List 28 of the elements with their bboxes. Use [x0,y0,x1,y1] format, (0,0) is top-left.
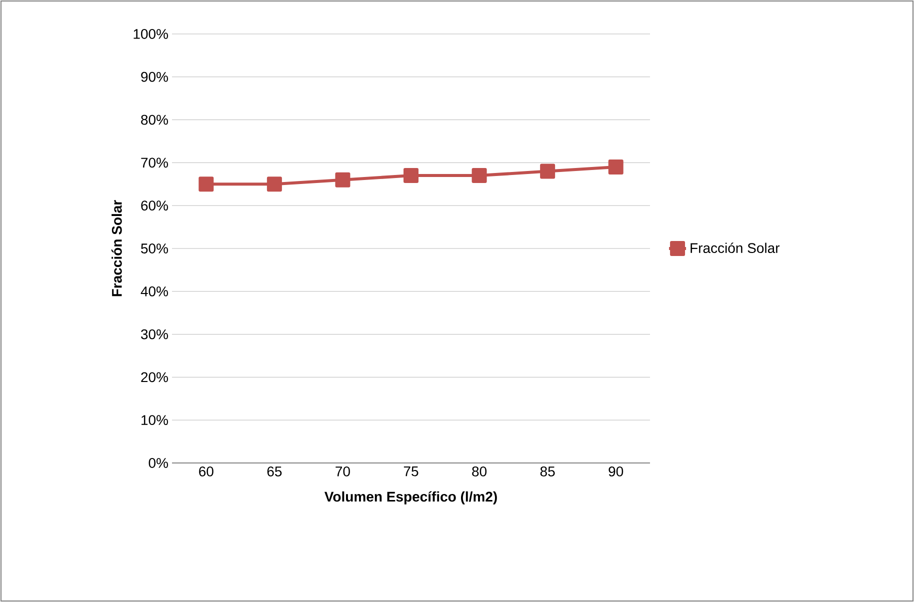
point [608,159,624,174]
x-tick-label: 70 [336,466,350,476]
point [335,172,350,188]
y-tick-label: 90% [141,72,168,82]
x-axis-title: Volumen Específico (l/m2) [324,491,497,504]
y-axis-title: Fracción Solar [111,200,122,296]
point [472,168,487,184]
y-tick-label: 40% [140,286,168,296]
y-tick-label: 70% [141,158,168,168]
x-tick-label: 75 [404,466,418,476]
legend-label: Fracción Solar [690,242,780,254]
point [198,176,214,192]
y-tick-label: 80% [141,114,168,125]
point [266,176,282,192]
y-tick-label: 0% [148,458,168,468]
y-tick-label: 10% [142,415,168,426]
x-tick-label: 80 [472,466,487,476]
x-tick-label: 90 [608,466,624,476]
point [540,164,556,179]
point [404,168,419,184]
x-tick-label: 85 [540,466,555,476]
y-tick-label: 60% [141,200,168,211]
x-tick-label: 65 [267,466,282,476]
y-tick-label: 100% [134,29,168,39]
y-tick-label: 30% [141,329,168,340]
x-tick-label: 60 [199,466,214,476]
y-tick-label: 50% [141,244,168,254]
y-tick-label: 20% [141,372,168,382]
